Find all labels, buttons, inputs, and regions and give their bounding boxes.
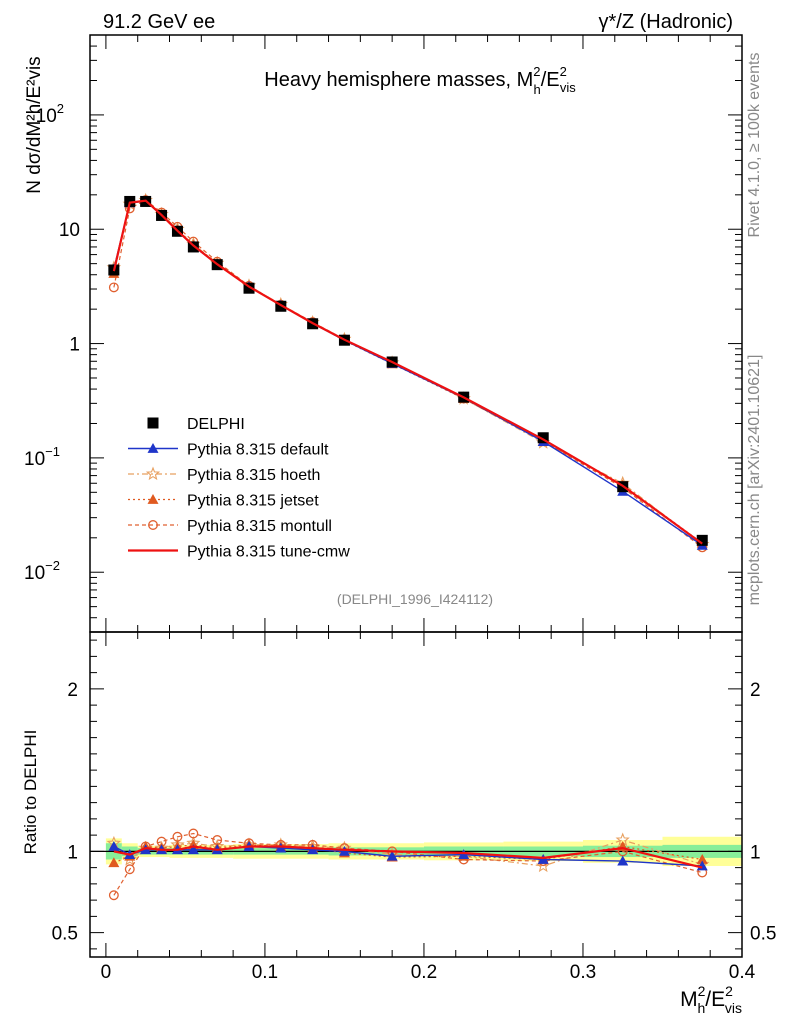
ratio-line-pythia-8-315-tune-cmw [113, 845, 703, 869]
rivet-label: Rivet 4.1.0, ≥ 100k events [746, 53, 763, 238]
main-y-axis-label-text: N dσ/dM²h/E²vis [24, 56, 45, 193]
ratio-point-pythia-8-315-default [187, 844, 199, 855]
legend-label-pythia-8-315-jetset: Pythia 8.315 jetset [187, 493, 319, 510]
legend-label-pythia-8-315-tune-cmw: Pythia 8.315 tune-cmw [187, 544, 350, 561]
ratio-y-tick-label-right: 0.5 [750, 924, 776, 945]
main-y-tick-label-exp: −1 [45, 444, 60, 459]
x-tick-label: 0.3 [570, 962, 596, 983]
plot-title-tail-sup: 2 [560, 64, 567, 79]
main-y-tick-label: 10−1 [24, 444, 60, 470]
main-y-tick-label-exp: 2 [57, 101, 64, 116]
main-y-tick-label-base: 1 [69, 335, 80, 356]
ratio-point-pythia-8-315-default [108, 841, 120, 851]
ratio-series-layer [106, 828, 710, 901]
analysis-id: (DELPHI_1996_I424112) [337, 591, 493, 607]
x-tick-label: 0 [101, 962, 112, 983]
main-y-tick-label: 102 [36, 101, 64, 127]
legend-label-pythia-8-315-hoeth: Pythia 8.315 hoeth [187, 467, 320, 484]
legend: DELPHI Pythia 8.315 default Pythia 8.315 h… [128, 416, 350, 561]
ratio-line-pythia-8-315-hoeth [113, 839, 703, 867]
header-process: γ*/Z (Hadronic) [599, 11, 733, 33]
x-axis-label-main: M [680, 988, 698, 1011]
legend-label-pythia-8-315-montull: Pythia 8.315 montull [187, 518, 332, 535]
main-point-delphi [243, 282, 255, 294]
main-point-delphi [537, 432, 549, 444]
ratio-y-tick-label: 1 [67, 842, 78, 863]
ratio-point-pythia-8-315-jetset [696, 854, 708, 864]
ratio-plot-panel: 0.5 0.51 12 20 0.1 0.2 0.3 0.4 Ratio to DELPHI … [21, 631, 776, 1016]
plot-title-main: Heavy hemisphere masses, M [264, 69, 533, 91]
ratio-y-tick-label: 0.5 [52, 924, 78, 945]
main-y-tick-label-exp: −2 [45, 558, 60, 573]
ratio-point-pythia-8-315-default [386, 850, 398, 861]
legend-marker-pythia-8-315-montull [148, 520, 158, 530]
main-plot-frame [89, 34, 743, 633]
ratio-point-pythia-8-315-hoeth [536, 858, 551, 873]
main-point-pythia-8-315-montull [108, 282, 119, 293]
header-process-boson: γ*/Z [599, 11, 635, 33]
ratio-point-pythia-8-315-jetset [108, 857, 120, 868]
x-axis-label-tail-sup: 2 [725, 983, 733, 999]
ratio-y-axis-label: Ratio to DELPHI [21, 730, 40, 855]
ratio-line-pythia-8-315-montull [113, 832, 703, 896]
ratio-point-pythia-8-315-montull [124, 864, 135, 875]
main-series-layer [106, 192, 710, 553]
plot-title: Heavy hemisphere masses, M2 h/E2 vis [264, 64, 576, 97]
legend-marker-pythia-8-315-jetset [147, 494, 159, 504]
main-y-tick-label-base: 10 [24, 563, 45, 584]
x-tick-label: 0.4 [729, 962, 756, 983]
main-point-delphi [187, 241, 199, 253]
ratio-plot-frame [89, 631, 743, 958]
main-y-tick-label: 1 [69, 335, 80, 356]
x-axis-label: M2 h/E2 vis [680, 983, 742, 1016]
ratio-point-pythia-8-315-montull [188, 828, 199, 839]
legend-marker-pythia-8-315-hoeth [145, 466, 161, 481]
header-process-type: (Hadronic) [634, 11, 733, 33]
main-y-tick-label-base: 10 [59, 220, 80, 241]
legend-label-delphi: DELPHI [187, 416, 245, 433]
plot-title-sup: 2 [533, 64, 540, 79]
x-axis-label-sub: h [697, 1000, 705, 1016]
header-energy: 91.2 GeV ee [103, 11, 215, 33]
ratio-axes: 0.5 0.5 1 1 2 2 0 0.1 0.2 0.3 0.4 [52, 632, 776, 983]
ratio-y-tick-label: 2 [67, 680, 78, 701]
ratio-y-tick-label-right: 2 [750, 680, 761, 701]
main-point-delphi [124, 195, 136, 207]
legend-marker-delphi [147, 417, 159, 429]
main-y-axis-label: N dσ/dM²h/E²vis [24, 56, 45, 193]
x-axis-label-tail: /E [705, 988, 725, 1011]
legend-label-pythia-8-315-default: Pythia 8.315 default [187, 442, 329, 459]
x-tick-label: 0.2 [411, 962, 437, 983]
x-axis-label-sup: 2 [698, 983, 706, 999]
main-point-delphi [696, 534, 708, 546]
x-axis-label-tail-sub: vis [725, 1000, 742, 1016]
plot-title-tail: /E [541, 69, 560, 91]
ratio-y-tick-label-right: 1 [750, 842, 761, 863]
mcplots-label: mcplots.cern.ch [arXiv:2401.10621] [746, 355, 763, 606]
main-line-pythia-8-315-tune-cmw [112, 199, 703, 545]
ratio-point-pythia-8-315-montull [108, 890, 119, 901]
legend-marker-pythia-8-315-default [147, 443, 159, 453]
plot-title-sub: h [533, 82, 540, 97]
plot-title-tail-sub: vis [560, 80, 576, 95]
x-tick-label: 0.1 [252, 962, 278, 983]
main-y-tick-label: 10 [59, 220, 80, 241]
main-y-tick-label-base: 10 [36, 106, 57, 127]
main-y-tick-label-base: 10 [24, 449, 45, 470]
main-y-tick-label: 10−2 [24, 558, 60, 584]
ratio-point-pythia-8-315-default [617, 855, 629, 866]
